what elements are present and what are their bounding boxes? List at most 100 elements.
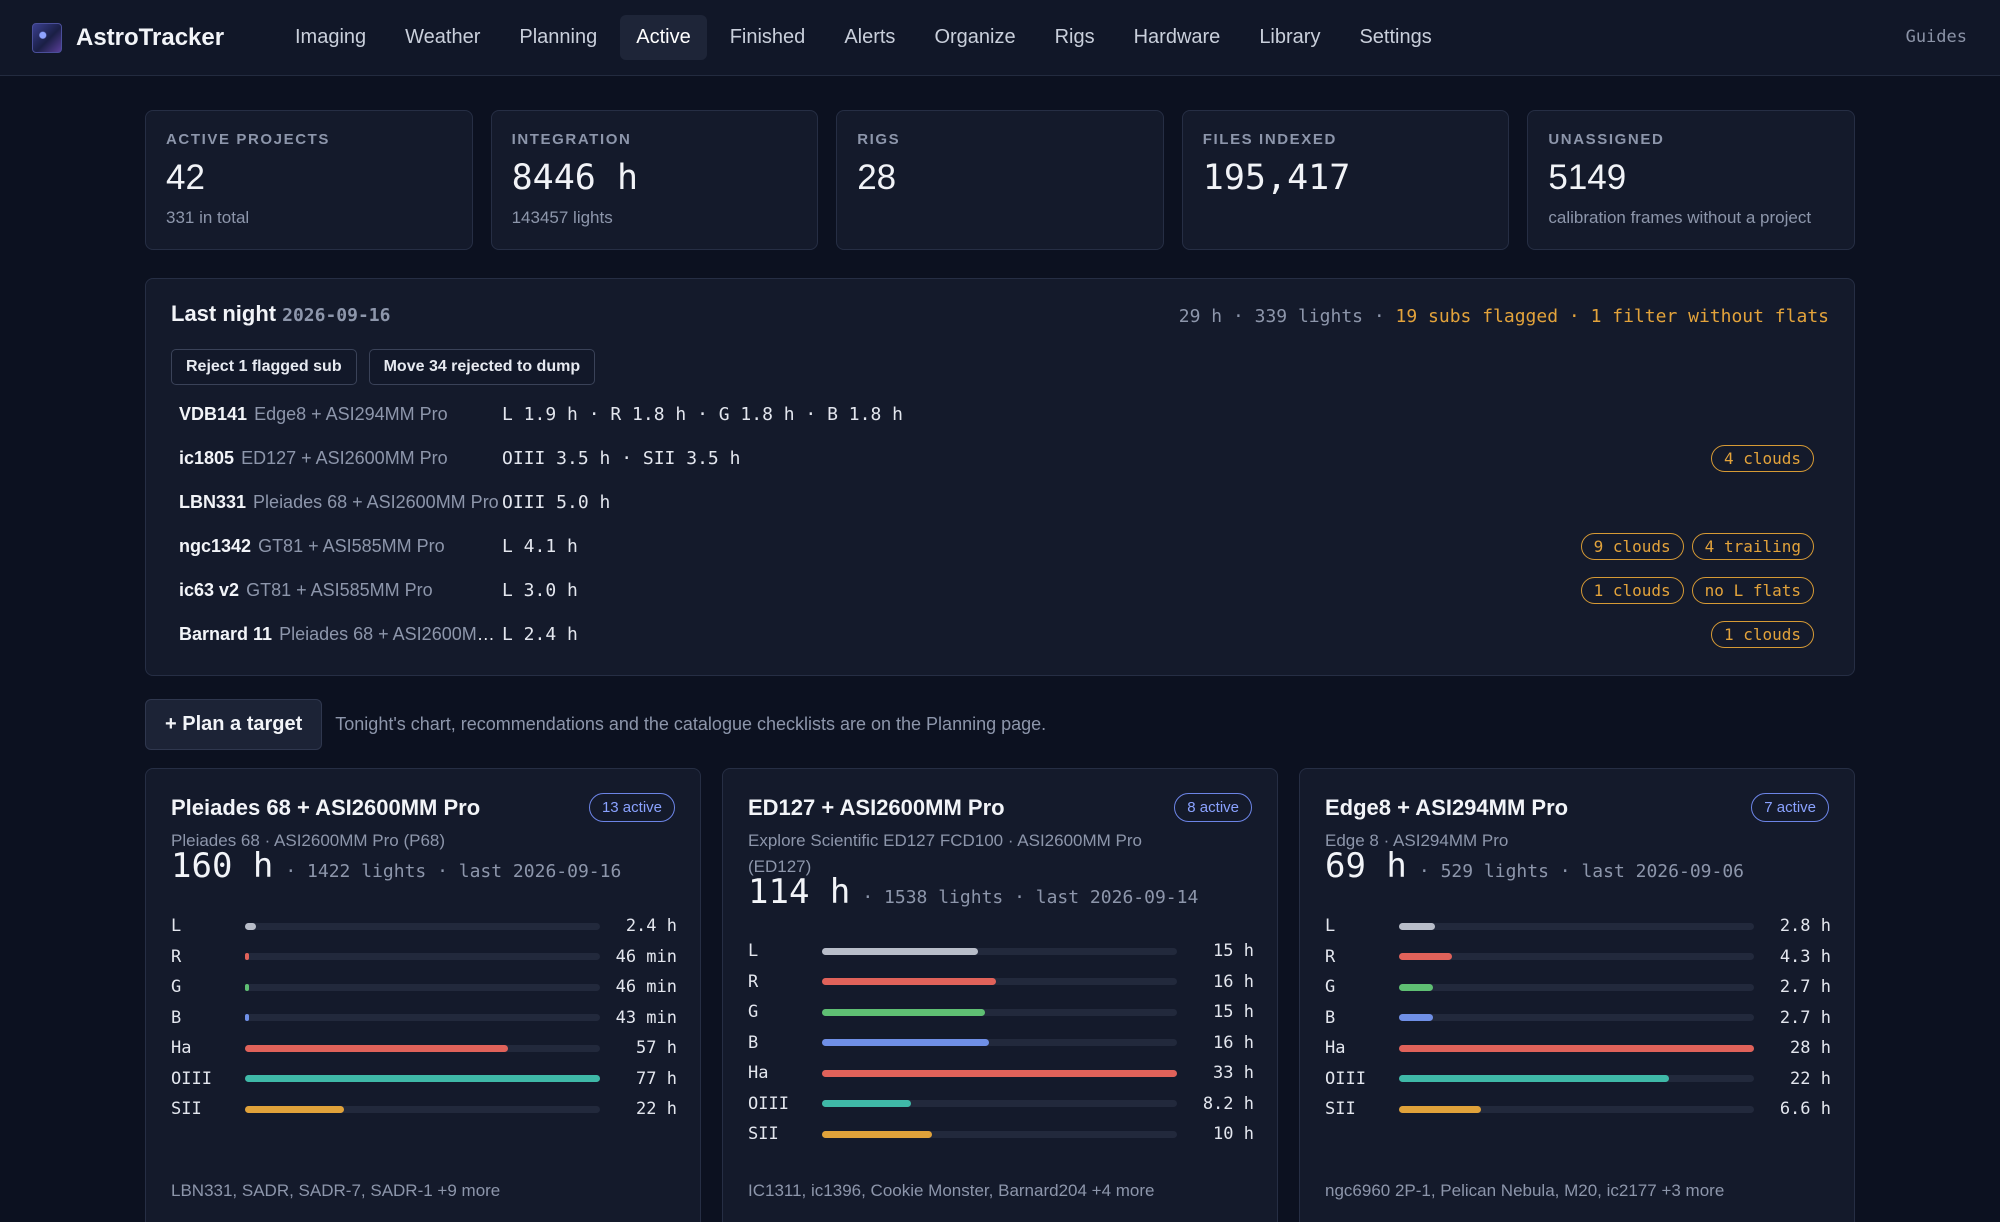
last-night-date: 2026-09-16 xyxy=(282,305,391,326)
filter-bar-row: G 15 h xyxy=(748,997,1254,1028)
rig-card[interactable]: Pleiades 68 + ASI2600MM Pro 13 active Plei… xyxy=(145,768,701,1222)
warning-badge: 1 clouds xyxy=(1580,577,1684,604)
warning-badge: 4 clouds xyxy=(1710,445,1814,472)
rig-total: 114 h · 1538 lights · last 2026-09-14 xyxy=(748,872,1198,912)
last-night-row[interactable]: VDB141 Edge8 + ASI294MM Pro L 1.9 h · R 1… xyxy=(179,392,1824,436)
filter-bar-row: R 46 min xyxy=(171,942,677,973)
filter-bar-row: OIII 8.2 h xyxy=(748,1089,1254,1120)
filter-bar-row: G 2.7 h xyxy=(1325,972,1831,1003)
last-night-row[interactable]: LBN331 Pleiades 68 + ASI2600MM Pro OIII 5… xyxy=(179,480,1824,524)
rig-card[interactable]: ED127 + ASI2600MM Pro 8 active Explore Sci… xyxy=(722,768,1278,1222)
row-target: ic63 v2 GT81 + ASI585MM Pro xyxy=(179,580,502,601)
filter-bar-row: R 4.3 h xyxy=(1325,942,1831,973)
filter-bar-fill xyxy=(822,1100,911,1108)
row-target: VDB141 Edge8 + ASI294MM Pro xyxy=(179,404,502,425)
stat-files-indexed: FILES INDEXED 195,417 xyxy=(1181,110,1510,250)
filter-value: 15 h xyxy=(1213,1002,1254,1023)
filter-bar-row: OIII 77 h xyxy=(171,1064,677,1095)
filter-bar-track xyxy=(1399,953,1754,961)
nav-item-finished[interactable]: Finished xyxy=(729,26,806,48)
filter-bar-track xyxy=(1399,922,1754,930)
rig-subtitle: Edge 8 · ASI294MM Pro xyxy=(1325,831,1509,850)
filter-bar-track xyxy=(822,1039,1177,1047)
filter-bar-track xyxy=(822,1100,1177,1108)
filter-label: B xyxy=(1325,1007,1336,1028)
row-filters: OIII 5.0 h xyxy=(502,491,611,513)
filter-bar-track xyxy=(1399,983,1754,991)
filter-bar-row: L 15 h xyxy=(748,936,1254,967)
filter-bar-track xyxy=(822,947,1177,955)
active-count-badge[interactable]: 8 active xyxy=(1174,793,1252,822)
active-count-badge[interactable]: 7 active xyxy=(1751,793,1829,822)
filter-bar-fill xyxy=(1399,1075,1669,1083)
filter-bar-fill xyxy=(822,1008,986,1016)
last-night-row[interactable]: ic1805 ED127 + ASI2600MM Pro OIII 3.5 h ·… xyxy=(179,436,1824,480)
filter-value: 77 h xyxy=(636,1068,677,1089)
stat-active-projects: ACTIVE PROJECTS 42 331 in total xyxy=(145,110,473,250)
filter-bar-row: SII 10 h xyxy=(748,1119,1254,1150)
guides-link[interactable]: Guides xyxy=(1905,27,1967,47)
filter-label: SII xyxy=(748,1124,779,1145)
nav-item-organize[interactable]: Organize xyxy=(934,26,1016,48)
stat-integration: INTEGRATION 8446 h 143457 lights xyxy=(490,110,819,250)
filter-bar-fill xyxy=(245,1014,250,1022)
row-filters: L 2.4 h xyxy=(502,623,578,645)
summary-totals: 29 h · 339 lights · xyxy=(1178,306,1396,327)
filter-bar-track xyxy=(245,922,600,930)
rig-card[interactable]: Edge8 + ASI294MM Pro 7 active Edge 8 · ASI… xyxy=(1299,768,1855,1222)
filter-bar-row: G 46 min xyxy=(171,972,677,1003)
last-night-header: Last night 2026-09-16 xyxy=(171,301,390,327)
plan-target-button[interactable]: + Plan a target xyxy=(145,699,323,750)
filter-bar-track xyxy=(245,1044,600,1052)
filter-label: G xyxy=(171,977,182,998)
filter-label: G xyxy=(748,1002,759,1023)
brand[interactable]: AstroTracker xyxy=(32,22,279,53)
filter-value: 15 h xyxy=(1213,941,1254,962)
filter-value: 10 h xyxy=(1213,1124,1254,1145)
filter-bar-row: Ha 57 h xyxy=(171,1033,677,1064)
stat-value: 42 xyxy=(166,158,205,197)
rig-total-hours: 160 h xyxy=(171,846,274,886)
nav-item-hardware[interactable]: Hardware xyxy=(1133,26,1221,48)
filter-bar-track xyxy=(245,1105,600,1113)
move-rejected-button[interactable]: Move 34 rejected to dump xyxy=(368,349,596,385)
filter-label: L xyxy=(1325,916,1336,937)
nav-item-planning[interactable]: Planning xyxy=(519,26,598,48)
nav-item-library[interactable]: Library xyxy=(1259,26,1321,48)
astrotracker-logo-icon xyxy=(32,22,62,53)
filter-bar-fill xyxy=(245,953,250,961)
nav-item-alerts[interactable]: Alerts xyxy=(844,26,896,48)
filter-bar-track xyxy=(822,1069,1177,1077)
filter-value: 33 h xyxy=(1213,1063,1254,1084)
last-night-panel: Last night 2026-09-16 29 h · 339 lights … xyxy=(145,278,1855,676)
filter-bars: L 2.8 h R 4.3 h G 2.7 h B 2.7 h Ha 28 h OIII 22 h SI… xyxy=(1325,911,1831,1125)
rig-title: ED127 + ASI2600MM Pro xyxy=(748,795,1005,820)
nav-item-active[interactable]: Active xyxy=(620,15,707,60)
last-night-row[interactable]: Barnard 11 Pleiades 68 + ASI2600MM Pro L … xyxy=(179,612,1824,656)
filter-value: 43 min xyxy=(615,1007,677,1028)
nav-item-settings[interactable]: Settings xyxy=(1359,26,1432,48)
reject-flagged-button[interactable]: Reject 1 flagged sub xyxy=(171,349,357,385)
filter-bars: L 15 h R 16 h G 15 h B 16 h Ha 33 h OIII 8.2 h SII 10… xyxy=(748,936,1254,1150)
plan-bar: + Plan a target Tonight's chart, recomme… xyxy=(145,699,1046,750)
filter-value: 16 h xyxy=(1213,1032,1254,1053)
filter-bar-fill xyxy=(245,1105,345,1113)
last-night-title: Last night xyxy=(171,301,277,326)
nav-item-rigs[interactable]: Rigs xyxy=(1054,26,1095,48)
filter-bar-row: B 2.7 h xyxy=(1325,1003,1831,1034)
filter-bar-row: R 16 h xyxy=(748,967,1254,998)
nav-item-imaging[interactable]: Imaging xyxy=(295,26,367,48)
nav-item-weather[interactable]: Weather xyxy=(405,26,481,48)
filter-value: 28 h xyxy=(1790,1038,1831,1059)
rig-total: 69 h · 529 lights · last 2026-09-06 xyxy=(1325,846,1744,886)
filter-label: SII xyxy=(1325,1099,1356,1120)
stat-label: UNASSIGNED xyxy=(1548,131,1665,148)
top-nav: AstroTracker Imaging Weather Planning Ac… xyxy=(0,0,2000,76)
filter-bar-track xyxy=(245,983,600,991)
filter-bar-track xyxy=(1399,1044,1754,1052)
rig-name: GT81 + ASI585MM Pro xyxy=(246,579,433,600)
active-count-badge[interactable]: 13 active xyxy=(588,793,675,822)
filter-label: R xyxy=(1325,946,1336,967)
